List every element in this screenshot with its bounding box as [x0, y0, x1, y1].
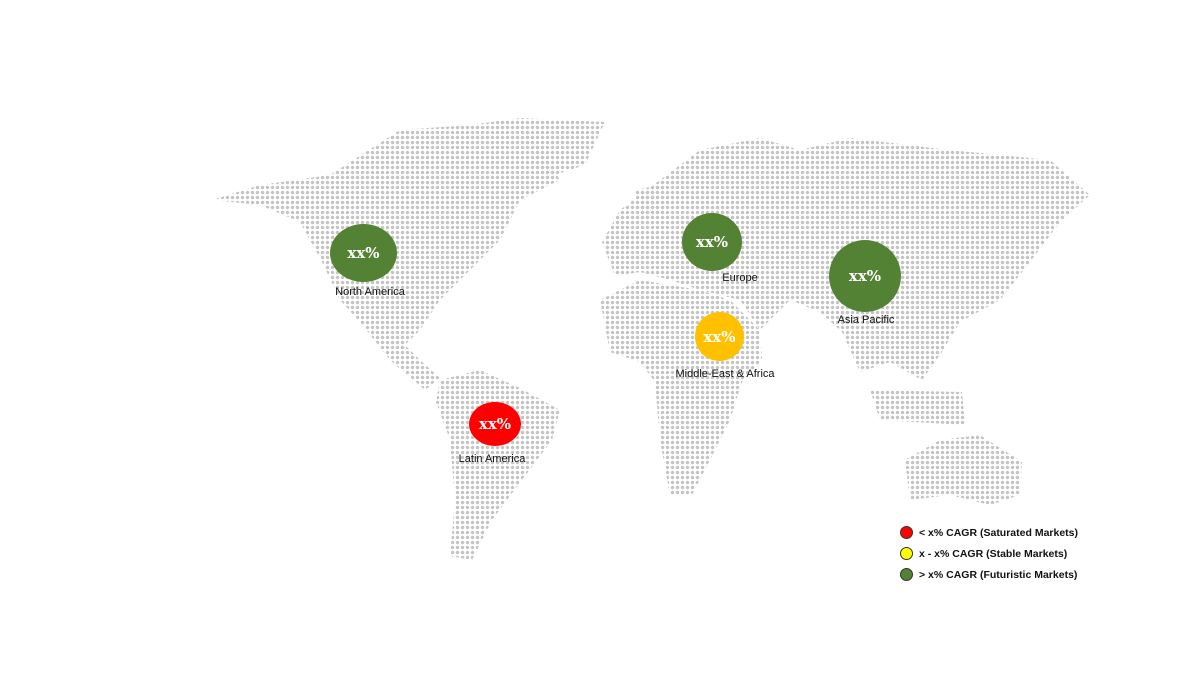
- label-latin-america: Latin America: [458, 453, 526, 465]
- label-asia-pacific: Asia Pacific: [837, 314, 895, 326]
- legend-label: > x% CAGR (Futuristic Markets): [919, 568, 1078, 581]
- value-asia-pacific: xx%: [848, 267, 882, 285]
- bubble-asia-pacific: xx%: [829, 240, 901, 312]
- yellow-dot-icon: [900, 547, 913, 560]
- value-north-america: xx%: [347, 244, 380, 262]
- bubble-latin-america: xx%: [469, 402, 521, 446]
- legend-label: x - x% CAGR (Stable Markets): [919, 547, 1068, 560]
- legend-item-stable: x - x% CAGR (Stable Markets): [900, 543, 1078, 564]
- bubble-europe: xx%: [682, 213, 742, 271]
- green-dot-icon: [900, 568, 913, 581]
- legend: < x% CAGR (Saturated Markets) x - x% CAG…: [900, 522, 1078, 585]
- value-latin-america: xx%: [478, 415, 512, 433]
- label-europe: Europe: [722, 272, 758, 284]
- label-middle-east-africa: Middle-East & Africa: [675, 368, 775, 380]
- legend-item-saturated: < x% CAGR (Saturated Markets): [900, 522, 1078, 543]
- label-north-america: North America: [335, 286, 405, 298]
- red-dot-icon: [900, 526, 913, 539]
- legend-item-futuristic: > x% CAGR (Futuristic Markets): [900, 564, 1078, 585]
- value-europe: xx%: [695, 233, 729, 251]
- bubble-north-america: xx%: [330, 224, 397, 282]
- value-middle-east-africa: xx%: [703, 327, 736, 346]
- bubble-middle-east-africa: xx%: [695, 312, 744, 361]
- legend-label: < x% CAGR (Saturated Markets): [919, 526, 1079, 539]
